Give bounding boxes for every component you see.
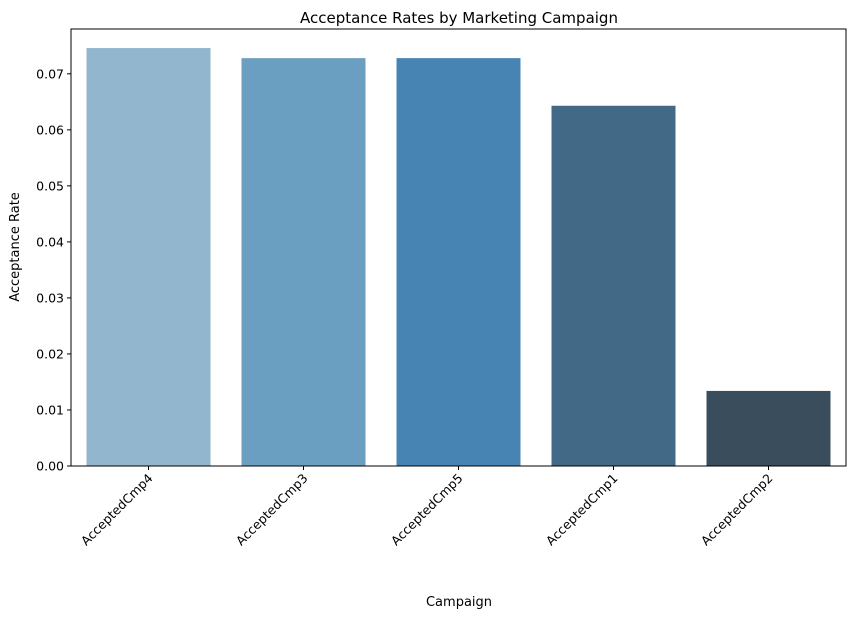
bar-acceptedcmp2 [706, 390, 831, 466]
bar-acceptedcmp5 [396, 58, 521, 467]
x-tick-label: AcceptedCmp4 [78, 470, 156, 548]
y-tick-label: 0.03 [36, 290, 64, 305]
x-tick-label: AcceptedCmp3 [233, 471, 311, 549]
y-tick-label: 0.07 [36, 66, 64, 81]
y-tick-label: 0.06 [36, 122, 64, 137]
y-tick-label: 0.02 [36, 346, 64, 361]
bar-acceptedcmp4 [86, 48, 211, 467]
x-tick-label: AcceptedCmp2 [698, 471, 776, 549]
y-tick-label: 0.05 [36, 178, 64, 193]
x-tick-label: AcceptedCmp5 [388, 471, 466, 549]
x-tick-label: AcceptedCmp1 [543, 471, 621, 549]
y-tick-label: 0.04 [36, 234, 64, 249]
x-axis: AcceptedCmp4 AcceptedCmp3 AcceptedCmp5 Acce… [78, 466, 776, 548]
plot-frame [70, 28, 847, 467]
bars [86, 48, 831, 467]
x-axis-title: Campaign [426, 595, 492, 610]
chart-title: Acceptance Rates by Marketing Campaign [300, 9, 618, 27]
y-tick-label: 0.00 [36, 459, 64, 474]
bar-acceptedcmp1 [551, 105, 676, 466]
y-axis: 0.00 0.01 0.02 0.03 0.04 0.05 0.06 0.07 [36, 66, 71, 474]
y-tick-label: 0.01 [36, 402, 64, 417]
y-axis-title: Acceptance Rate [8, 192, 23, 302]
bar-acceptedcmp3 [241, 58, 366, 467]
